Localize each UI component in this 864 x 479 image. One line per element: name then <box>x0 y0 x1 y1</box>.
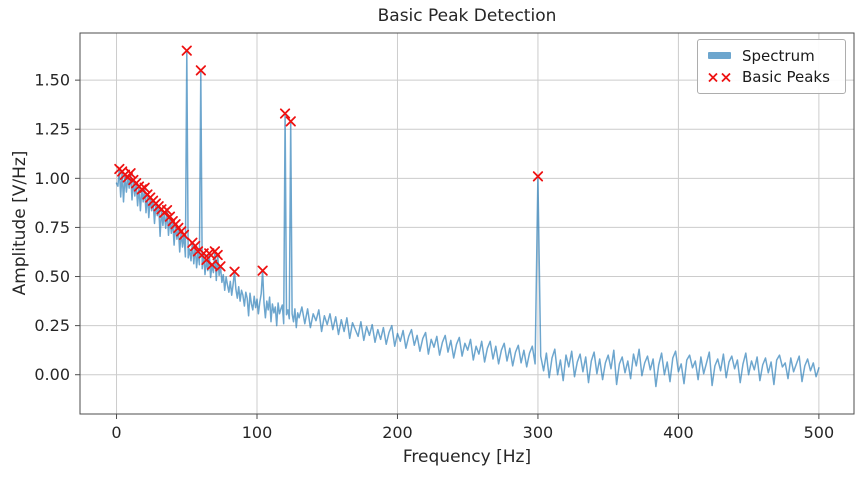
svg-text:300: 300 <box>523 423 554 442</box>
svg-text:100: 100 <box>242 423 273 442</box>
svg-text:400: 400 <box>663 423 694 442</box>
y-axis-label: Amplitude [V/Hz] <box>10 150 30 296</box>
svg-text:0.75: 0.75 <box>34 218 70 237</box>
svg-text:0.50: 0.50 <box>34 267 70 286</box>
svg-text:200: 200 <box>382 423 413 442</box>
svg-text:0.00: 0.00 <box>34 365 70 384</box>
spectrum-line-swatch <box>706 52 733 60</box>
svg-text:0.25: 0.25 <box>34 316 70 335</box>
legend-item-spectrum: Spectrum <box>706 47 837 65</box>
legend-label-basic-peaks: Basic Peaks <box>742 68 830 87</box>
svg-text:1.00: 1.00 <box>34 169 70 188</box>
legend: Spectrum Basic Peaks <box>697 39 846 94</box>
svg-text:1.50: 1.50 <box>34 71 70 90</box>
legend-label-spectrum: Spectrum <box>742 46 815 65</box>
svg-text:0: 0 <box>111 423 121 442</box>
legend-item-basic-peaks: Basic Peaks <box>706 68 837 86</box>
svg-text:1.25: 1.25 <box>34 120 70 139</box>
x-axis-label: Frequency [Hz] <box>402 447 532 467</box>
x-marker-icon <box>706 71 733 84</box>
chart-title: Basic Peak Detection <box>377 6 557 26</box>
svg-text:500: 500 <box>804 423 835 442</box>
